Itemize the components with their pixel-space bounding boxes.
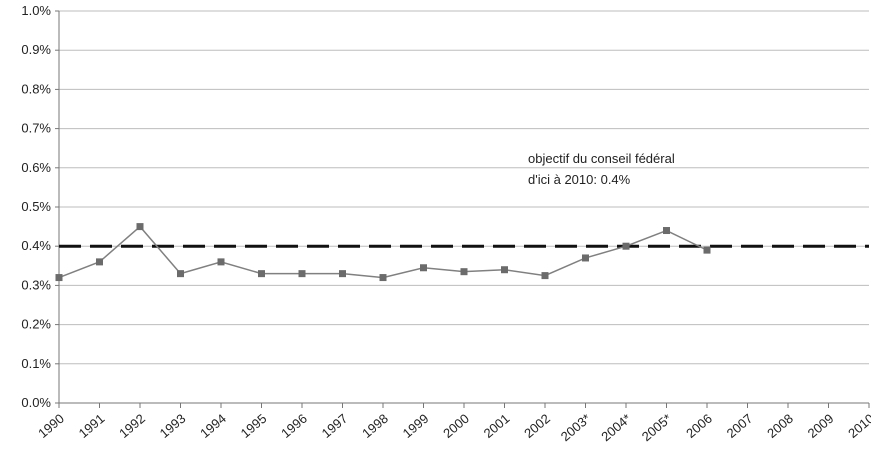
x-tick-label: 1999 <box>400 411 432 441</box>
x-tick-label: 2002 <box>521 411 553 441</box>
y-tick-label: 0.8% <box>21 81 51 96</box>
x-tick-label: 2010 <box>845 411 871 441</box>
data-point-marker <box>541 272 549 280</box>
data-point-marker <box>663 227 670 235</box>
x-tick-label: 1993 <box>157 411 189 441</box>
series-group <box>55 223 711 282</box>
data-point-marker <box>96 258 103 266</box>
x-tick-label: 1996 <box>278 411 310 441</box>
data-point-marker <box>501 266 508 274</box>
data-point-marker <box>379 274 387 282</box>
annotation-line-1: objectif du conseil fédéral <box>528 151 675 166</box>
x-tick-label: 1997 <box>319 411 351 441</box>
y-tick-label: 0.1% <box>21 356 51 371</box>
data-point-marker <box>136 223 144 231</box>
data-point-marker <box>703 246 711 254</box>
y-tick-label: 0.4% <box>21 238 51 253</box>
y-tick-labels: 0.0% 0.1% 0.2% 0.3% 0.4% 0.5% 0.6% 0.7% 0.8% 0.9%… <box>21 3 51 410</box>
x-tick-label: 2006 <box>683 411 715 441</box>
x-tick-label: 1991 <box>76 411 108 441</box>
annotation-line-2: d'ici à 2010: 0.4% <box>528 172 631 187</box>
axes <box>55 10 870 408</box>
y-tick-label: 0.6% <box>21 160 51 175</box>
x-tick-label: 1994 <box>197 411 229 441</box>
y-tick-label: 0.7% <box>21 121 51 136</box>
data-point-marker <box>460 268 468 276</box>
x-tick-label: 2000 <box>440 411 472 441</box>
data-point-marker <box>217 258 225 266</box>
data-point-marker <box>258 270 265 278</box>
x-tick-label: 2005* <box>639 411 675 444</box>
x-tick-label: 1995 <box>238 411 270 441</box>
data-point-marker <box>420 264 427 272</box>
data-point-marker <box>177 270 184 278</box>
y-tick-label: 0.3% <box>21 277 51 292</box>
x-tick-label: 2001 <box>481 411 513 441</box>
x-tick-label: 2008 <box>764 411 796 441</box>
x-tick-label: 2003* <box>558 411 594 444</box>
x-tick-label: 2004* <box>598 411 634 444</box>
x-tick-label: 1992 <box>116 411 148 441</box>
data-point-marker <box>582 254 589 262</box>
data-point-marker <box>339 270 346 278</box>
data-point-marker <box>55 274 63 282</box>
x-tick-label: 2007 <box>724 411 756 441</box>
data-point-marker <box>298 270 306 278</box>
data-point-marker <box>622 242 630 250</box>
series-line <box>58 225 708 279</box>
grid <box>59 10 869 365</box>
y-tick-label: 1.0% <box>21 3 51 18</box>
y-tick-label: 0.9% <box>21 42 51 57</box>
y-tick-label: 0.0% <box>21 395 51 410</box>
y-tick-label: 0.5% <box>21 199 51 214</box>
x-tick-label: 1998 <box>359 411 391 441</box>
x-tick-labels: 1990 1991 1992 1993 1994 1995 1996 1997 1998 1999… <box>35 411 871 444</box>
x-tick-label: 2009 <box>805 411 837 441</box>
y-tick-label: 0.2% <box>21 317 51 332</box>
x-tick-label: 1990 <box>35 411 67 441</box>
